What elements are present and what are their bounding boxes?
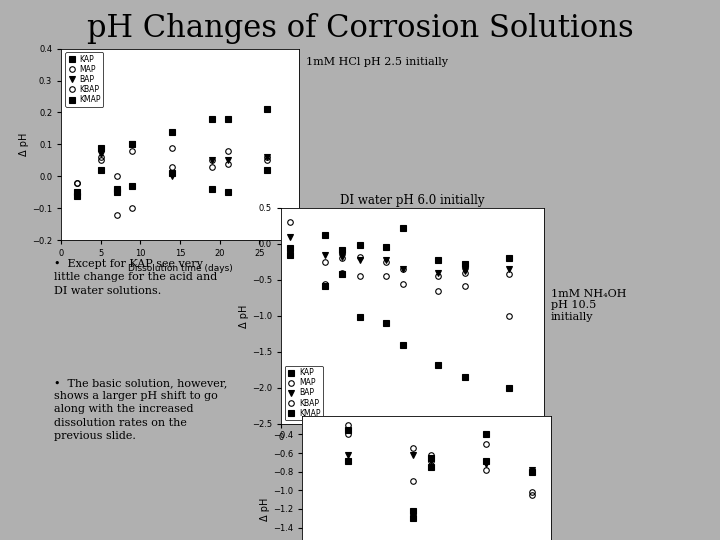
Text: pH Changes of Corrosion Solutions: pH Changes of Corrosion Solutions bbox=[86, 14, 634, 44]
Y-axis label: Δ pH: Δ pH bbox=[19, 133, 30, 156]
Text: •  Except for KAP see very
little change for the acid and
DI water solutions.: • Except for KAP see very little change … bbox=[54, 259, 217, 295]
X-axis label: Dissolution time (days): Dissolution time (days) bbox=[127, 264, 233, 273]
Text: 1mM HCl pH 2.5 initially: 1mM HCl pH 2.5 initially bbox=[306, 57, 448, 67]
X-axis label: Dissolution time (days): Dissolution time (days) bbox=[360, 448, 464, 456]
Title: DI water pH 6.0 initially: DI water pH 6.0 initially bbox=[340, 194, 485, 207]
Text: 1mM NH₄OH
pH 10.5
initially: 1mM NH₄OH pH 10.5 initially bbox=[551, 289, 626, 322]
Legend: KAP, MAP, BAP, KBAP, KMAP: KAP, MAP, BAP, KBAP, KMAP bbox=[65, 52, 104, 106]
Y-axis label: Δ pH: Δ pH bbox=[261, 497, 270, 521]
Y-axis label: Δ pH: Δ pH bbox=[239, 304, 249, 328]
Text: •  The basic solution, however,
shows a larger pH shift to go
along with the inc: • The basic solution, however, shows a l… bbox=[54, 378, 228, 441]
Legend: KAP, MAP, BAP, KBAP, KMAP: KAP, MAP, BAP, KBAP, KMAP bbox=[284, 366, 323, 420]
